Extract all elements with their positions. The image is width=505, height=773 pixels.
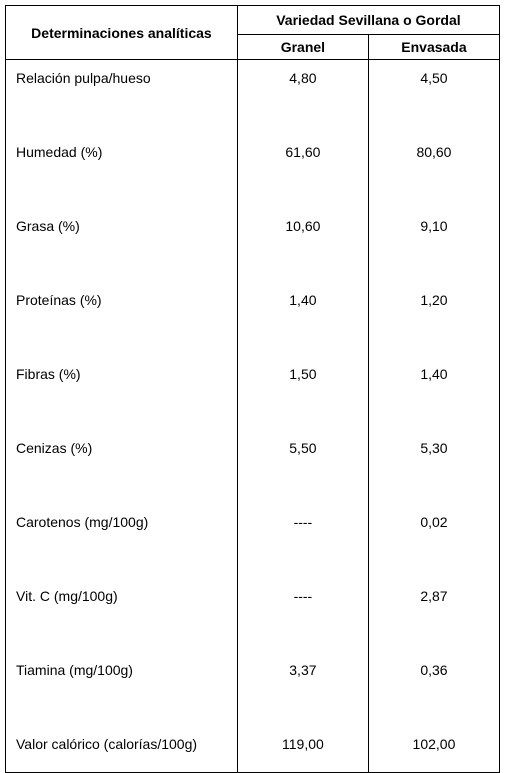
table-body: Relación pulpa/hueso 4,80 4,50 Humedad (… — [6, 60, 500, 773]
row-granel-value: 1,50 — [237, 356, 368, 430]
row-granel-value: 3,37 — [237, 652, 368, 726]
header-determinations: Determinaciones analíticas — [6, 6, 238, 60]
table-row: Vit. C (mg/100g) ---- 2,87 — [6, 578, 500, 652]
row-label: Carotenos (mg/100g) — [6, 504, 238, 578]
table-row: Carotenos (mg/100g) ---- 0,02 — [6, 504, 500, 578]
row-envasada-value: 4,50 — [368, 60, 499, 135]
row-label: Grasa (%) — [6, 208, 238, 282]
header-variety: Variedad Sevillana o Gordal — [237, 6, 499, 35]
table-row: Grasa (%) 10,60 9,10 — [6, 208, 500, 282]
row-granel-value: 61,60 — [237, 134, 368, 208]
row-label: Cenizas (%) — [6, 430, 238, 504]
row-label: Proteínas (%) — [6, 282, 238, 356]
row-granel-value: ---- — [237, 578, 368, 652]
header-granel: Granel — [237, 35, 368, 60]
row-granel-value: ---- — [237, 504, 368, 578]
row-granel-value: 119,00 — [237, 726, 368, 773]
table-row: Fibras (%) 1,50 1,40 — [6, 356, 500, 430]
table-row: Humedad (%) 61,60 80,60 — [6, 134, 500, 208]
row-label: Relación pulpa/hueso — [6, 60, 238, 135]
table-header: Determinaciones analíticas Variedad Sevi… — [6, 6, 500, 60]
row-granel-value: 1,40 — [237, 282, 368, 356]
row-envasada-value: 102,00 — [368, 726, 499, 773]
table-row: Proteínas (%) 1,40 1,20 — [6, 282, 500, 356]
row-label: Humedad (%) — [6, 134, 238, 208]
row-label: Tiamina (mg/100g) — [6, 652, 238, 726]
row-granel-value: 4,80 — [237, 60, 368, 135]
row-envasada-value: 0,02 — [368, 504, 499, 578]
row-label: Vit. C (mg/100g) — [6, 578, 238, 652]
header-envasada: Envasada — [368, 35, 499, 60]
table-row: Valor calórico (calorías/100g) 119,00 10… — [6, 726, 500, 773]
row-envasada-value: 1,40 — [368, 356, 499, 430]
row-envasada-value: 5,30 — [368, 430, 499, 504]
table-row: Relación pulpa/hueso 4,80 4,50 — [6, 60, 500, 135]
row-envasada-value: 80,60 — [368, 134, 499, 208]
analytical-table: Determinaciones analíticas Variedad Sevi… — [5, 5, 500, 773]
row-envasada-value: 2,87 — [368, 578, 499, 652]
row-envasada-value: 1,20 — [368, 282, 499, 356]
row-granel-value: 10,60 — [237, 208, 368, 282]
row-label: Fibras (%) — [6, 356, 238, 430]
row-granel-value: 5,50 — [237, 430, 368, 504]
table-row: Cenizas (%) 5,50 5,30 — [6, 430, 500, 504]
table-row: Tiamina (mg/100g) 3,37 0,36 — [6, 652, 500, 726]
row-envasada-value: 9,10 — [368, 208, 499, 282]
row-label: Valor calórico (calorías/100g) — [6, 726, 238, 773]
row-envasada-value: 0,36 — [368, 652, 499, 726]
